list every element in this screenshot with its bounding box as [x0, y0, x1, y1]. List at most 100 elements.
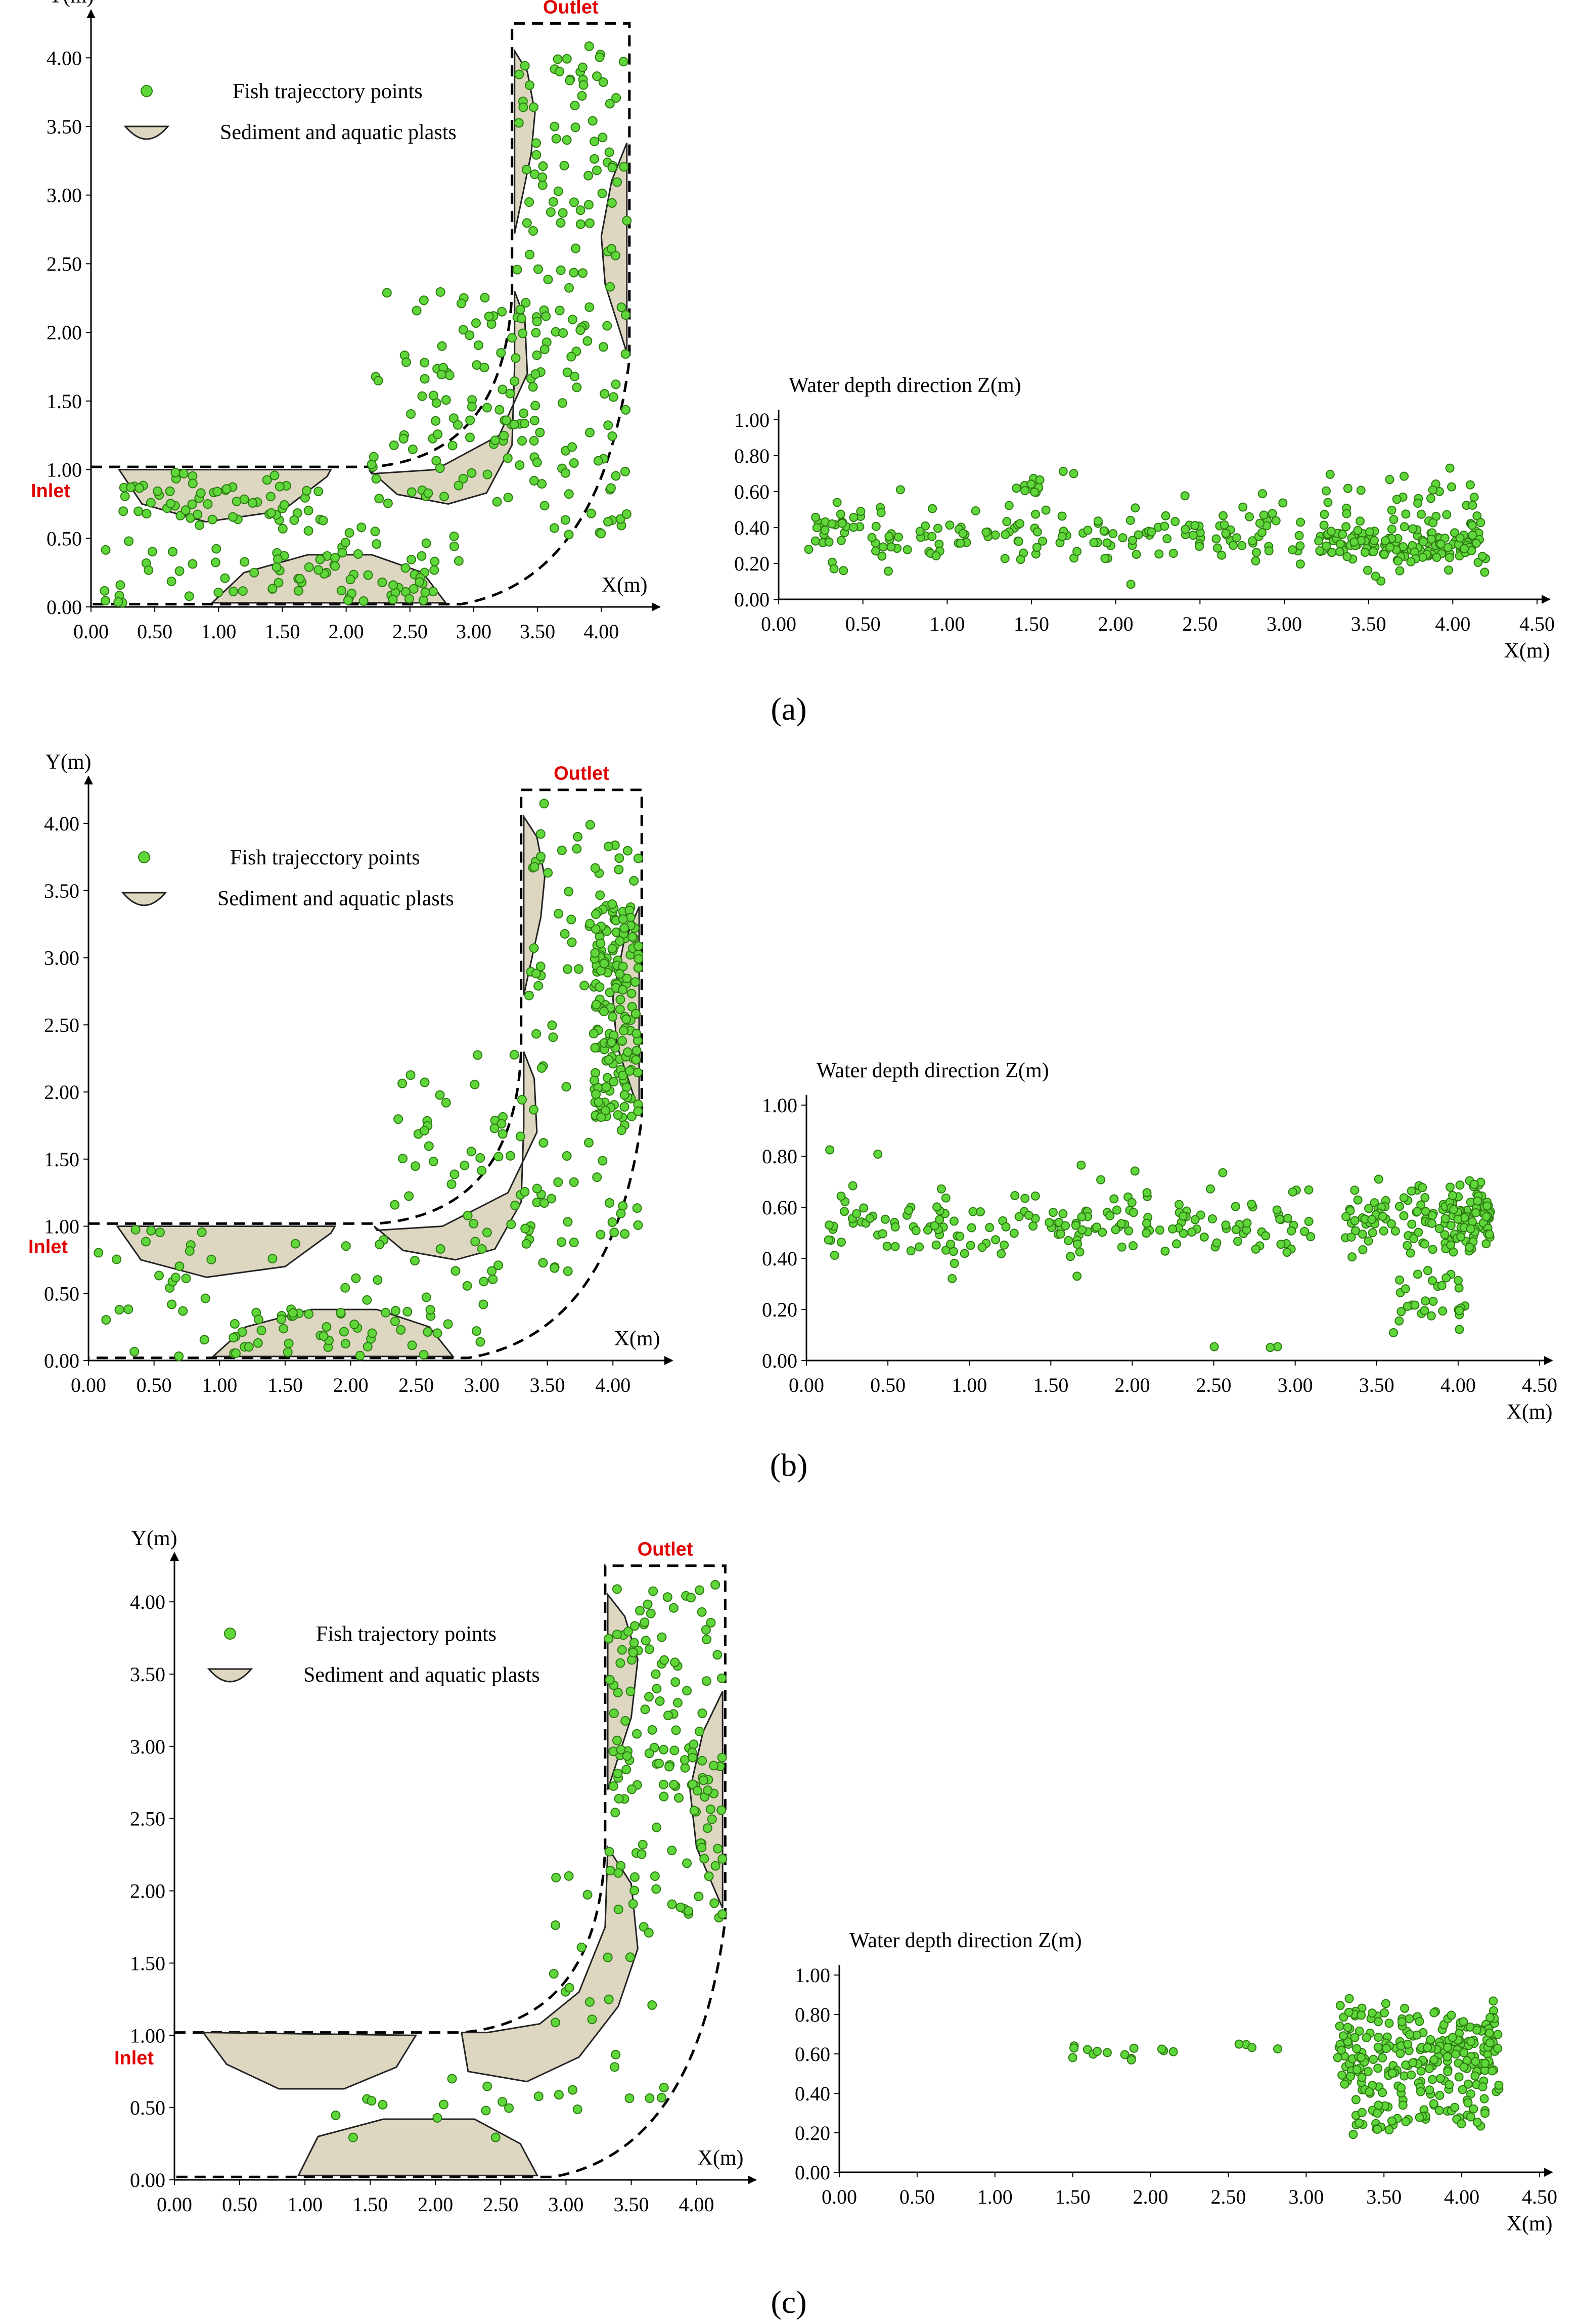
- fish-point: [956, 538, 965, 548]
- fish-point: [517, 436, 527, 446]
- fish-point: [605, 99, 615, 109]
- legend-sediment-label: Sediment and aquatic plasts: [217, 887, 454, 910]
- fish-point: [592, 1172, 602, 1182]
- fish-point: [1485, 2028, 1495, 2038]
- fish-point: [1320, 509, 1329, 519]
- fish-point: [1454, 1283, 1464, 1293]
- fish-point: [1340, 2079, 1349, 2089]
- fish-point: [567, 442, 577, 452]
- fish-point: [400, 563, 411, 573]
- x-tick-label: 3.00: [548, 2193, 583, 2216]
- fish-point: [120, 491, 130, 501]
- fish-point: [343, 595, 353, 605]
- fish-point: [467, 402, 477, 412]
- fish-point: [1426, 534, 1436, 544]
- fish-point: [420, 587, 430, 597]
- fish-point: [1010, 1191, 1020, 1200]
- fish-point: [625, 1952, 635, 1962]
- fish-point: [1424, 2064, 1434, 2073]
- fish-point: [423, 488, 433, 498]
- fish-point: [469, 1218, 479, 1229]
- fish-point: [591, 909, 601, 919]
- fish-point: [618, 914, 628, 924]
- legend-point-marker: [141, 85, 153, 97]
- fish-point: [537, 180, 548, 190]
- fish-point: [265, 492, 276, 502]
- fish-point: [556, 265, 566, 275]
- fish-point: [1406, 1248, 1415, 1258]
- fish-point: [524, 197, 534, 207]
- fish-point: [1471, 539, 1481, 548]
- fish-point: [927, 532, 937, 541]
- fish-point: [390, 1317, 400, 1327]
- fish-point: [928, 504, 937, 513]
- fish-point: [1335, 2022, 1344, 2031]
- x-tick-label: 2.00: [333, 1374, 369, 1396]
- fish-point: [460, 1160, 470, 1170]
- panel-label-b: (b): [770, 1447, 808, 1483]
- fish-point: [551, 1872, 561, 1882]
- fish-point: [372, 539, 382, 549]
- fish-point: [340, 1339, 350, 1349]
- x-tick-label: 3.50: [520, 620, 555, 643]
- fish-point: [373, 376, 383, 386]
- fish-point: [375, 1240, 385, 1250]
- fish-point: [1487, 2066, 1497, 2076]
- fish-point: [564, 1983, 574, 1993]
- fish-point: [616, 302, 626, 313]
- fish-point: [650, 1871, 660, 1881]
- fish-point: [664, 1762, 674, 1772]
- fish-point: [562, 54, 572, 64]
- fish-point: [1484, 1230, 1494, 1239]
- fish-point: [613, 1904, 623, 1914]
- fish-point: [303, 505, 313, 515]
- y-tick-label: 2.00: [47, 321, 82, 344]
- fish-point: [697, 1756, 707, 1766]
- fish-point: [577, 62, 588, 72]
- fish-point: [1365, 527, 1374, 537]
- fish-point: [377, 577, 387, 587]
- fish-point: [689, 1806, 699, 1816]
- x-tick-label: 4.00: [1435, 612, 1470, 635]
- fish-point: [505, 1151, 515, 1161]
- fish-point: [1170, 517, 1180, 527]
- fish-point: [1057, 511, 1067, 521]
- fish-point: [547, 1020, 557, 1030]
- fish-point: [262, 475, 272, 485]
- fish-point: [118, 506, 128, 516]
- fish-point: [509, 1049, 519, 1060]
- fish-point: [836, 1237, 846, 1247]
- fish-point: [1315, 546, 1325, 555]
- x-tick-label: 1.50: [1014, 612, 1049, 635]
- fish-point: [1296, 517, 1305, 527]
- fish-point: [503, 453, 513, 463]
- fish-point: [396, 1325, 406, 1335]
- fish-point: [337, 548, 347, 558]
- fish-point: [521, 298, 531, 308]
- fish-point: [515, 1131, 525, 1142]
- fish-point: [619, 1026, 629, 1036]
- fish-point: [577, 91, 587, 101]
- fish-point: [1429, 2055, 1439, 2065]
- fish-point: [178, 468, 189, 478]
- fish-point: [620, 1229, 630, 1239]
- fish-point: [510, 1200, 520, 1210]
- fish-point: [610, 1808, 620, 1818]
- fish-point: [240, 557, 250, 567]
- fish-point: [1030, 1191, 1040, 1201]
- fish-point: [1004, 501, 1014, 510]
- fish-point: [406, 409, 416, 419]
- fish-point: [1335, 539, 1345, 549]
- fish-point: [382, 288, 392, 298]
- fish-point: [1379, 549, 1389, 559]
- fish-point: [498, 384, 508, 394]
- fish-point: [1466, 1224, 1475, 1234]
- fish-point: [670, 1657, 680, 1668]
- fish-point: [839, 1207, 849, 1216]
- fish-point: [421, 538, 431, 548]
- x-tick-label: 1.00: [929, 612, 965, 635]
- fish-point: [1161, 511, 1170, 520]
- fish-point: [1102, 538, 1112, 548]
- fish-point: [383, 498, 393, 508]
